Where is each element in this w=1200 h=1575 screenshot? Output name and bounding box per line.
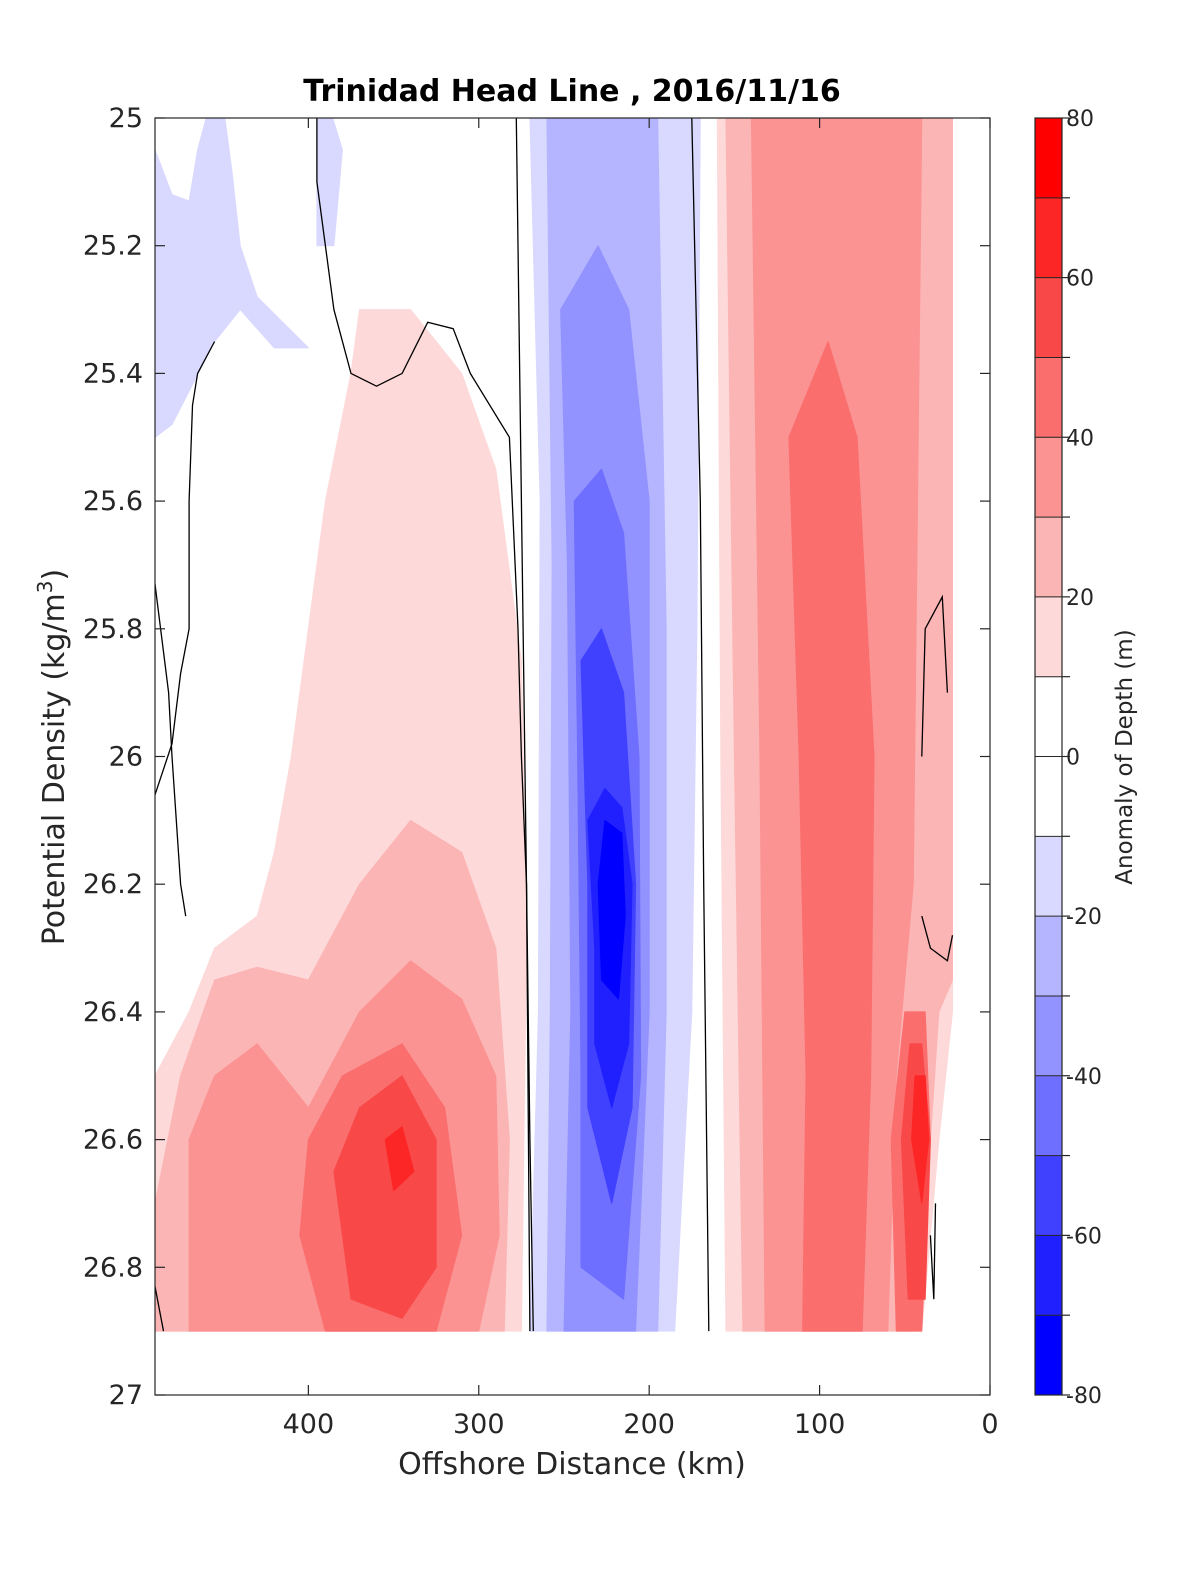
zero-contour-line	[929, 1203, 937, 1300]
anomaly-region	[911, 1075, 930, 1204]
colorbar-tick-label: 20	[1066, 586, 1094, 611]
colorbar-tick-label: 80	[1066, 107, 1094, 132]
y-tick-label: 25.2	[83, 231, 143, 262]
y-tick-label: 25	[109, 103, 143, 134]
zero-contour-layer	[155, 118, 954, 1332]
colorbar-segment	[1035, 1075, 1062, 1157]
colorbar-segment	[1035, 836, 1062, 917]
y-tick-label: 25.6	[83, 486, 143, 517]
colorbar-segment	[1035, 1315, 1062, 1396]
zero-contour-line	[316, 118, 534, 1332]
anomaly-fill-layer	[155, 118, 990, 1332]
colorbar-tick-label: 0	[1066, 746, 1080, 771]
zero-contour-line	[155, 584, 187, 917]
colorbar-segment	[1035, 1155, 1062, 1236]
y-tick-label: 26.6	[83, 1125, 143, 1156]
y-axis-label-sup: 3	[33, 580, 57, 593]
x-axis: 400 300 200 100 0	[283, 118, 999, 1440]
colorbar-label: Anomaly of Depth (m)	[1112, 629, 1138, 884]
anomaly-region	[384, 1126, 415, 1192]
zero-contour-line	[921, 915, 954, 962]
y-tick-label: 26.8	[83, 1252, 143, 1283]
colorbar-segment	[1035, 197, 1062, 279]
colorbar-segment	[1035, 277, 1062, 358]
x-tick-label: 300	[453, 1409, 505, 1440]
y-axis-label-main: Potential Density (kg/m	[37, 593, 72, 945]
anomaly-region	[155, 118, 309, 438]
zero-contour-line	[921, 594, 949, 757]
y-tick-label: 27	[109, 1380, 143, 1411]
colorbar-tick-label: -20	[1066, 905, 1102, 930]
colorbar-tick-label: -60	[1066, 1224, 1102, 1249]
anomaly-region	[333, 1075, 437, 1319]
y-axis-label: Potential Density (kg/m3)	[33, 569, 72, 945]
zero-contour-line	[691, 118, 710, 1332]
y-tick-label: 26	[109, 742, 143, 773]
colorbar-tick-label: 40	[1066, 426, 1094, 451]
zero-contour-line	[155, 1286, 165, 1332]
colorbar-segment	[1035, 517, 1062, 598]
y-tick-label: 26.4	[83, 997, 143, 1028]
anomaly-region	[316, 118, 343, 247]
colorbar-segment	[1035, 995, 1062, 1077]
colorbar-segment	[1035, 596, 1062, 678]
anomaly-region	[788, 341, 875, 1332]
anomaly-region	[597, 819, 626, 1000]
chart-title: Trinidad Head Line , 2016/11/16	[303, 74, 840, 109]
zero-contour-line	[515, 118, 531, 1332]
colorbar-tick-label: 60	[1066, 267, 1094, 292]
colorbar-segment	[1035, 437, 1062, 518]
colorbar-segment	[1035, 756, 1062, 837]
x-tick-label: 200	[623, 1409, 675, 1440]
zero-contour-line	[155, 341, 216, 796]
y-tick-label: 26.2	[83, 869, 143, 900]
x-tick-label: 0	[981, 1409, 998, 1440]
colorbar	[1035, 118, 1062, 1396]
x-tick-label: 100	[794, 1409, 846, 1440]
colorbar-segment	[1035, 357, 1062, 438]
colorbar-segment	[1035, 916, 1062, 997]
y-tick-label: 25.4	[83, 358, 143, 389]
colorbar-segment	[1035, 118, 1062, 199]
x-tick-label: 400	[283, 1409, 335, 1440]
y-axis: 25 25.2 25.4 25.6 25.8 26 26.2 26.4 26.6 26.8 27	[83, 103, 990, 1411]
colorbar-segment	[1035, 1235, 1062, 1316]
colorbar-tick-label: -40	[1066, 1065, 1102, 1090]
colorbar-tick-label: -80	[1066, 1384, 1102, 1409]
colorbar-axis: -80 -60 -40 -20 0 20 40 60 80	[1035, 107, 1102, 1409]
x-axis-label: Offshore Distance (km)	[398, 1447, 746, 1482]
colorbar-segment	[1035, 676, 1062, 757]
y-tick-label: 25.8	[83, 614, 143, 645]
y-axis-label-tail: )	[37, 569, 72, 581]
